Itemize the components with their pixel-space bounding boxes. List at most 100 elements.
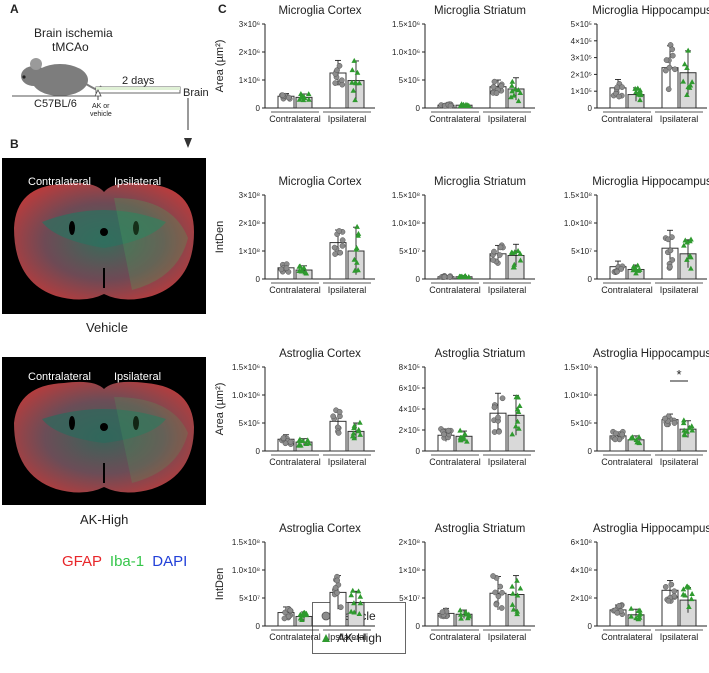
data-point-ak-high: [682, 592, 688, 598]
data-point-ak-high: [509, 431, 516, 437]
ischemia-label: Brain ischemia: [34, 26, 113, 40]
y-axis-label: IntDen: [214, 221, 226, 253]
data-point-ak-high: [296, 437, 302, 443]
data-point-ak-high: [305, 91, 312, 97]
data-point-vehicle: [619, 84, 625, 90]
data-point-ak-high: [301, 264, 307, 270]
data-point-ak-high: [461, 435, 467, 441]
data-point-ak-high: [349, 433, 356, 439]
y-tick-label: 2×10⁵: [571, 70, 592, 79]
data-point-ak-high: [682, 432, 688, 438]
data-point-vehicle: [330, 413, 336, 420]
y-tick-label: 1×10⁵: [571, 87, 592, 96]
data-point-ak-high: [351, 600, 357, 606]
data-point-ak-high: [513, 423, 519, 429]
x-tick-label: Contralateral: [601, 457, 653, 467]
chart: Astroglia Cortex IntDen 0 5×10⁷ 1.0×10⁸ 1.5×1…: [214, 523, 375, 642]
data-point-vehicle: [497, 583, 504, 590]
data-point-vehicle: [496, 428, 502, 435]
data-point-ak-high: [350, 87, 357, 93]
x-tick-label: Contralateral: [269, 632, 321, 642]
y-tick-label: 5×10⁵: [239, 419, 260, 428]
data-point-ak-high: [689, 79, 695, 85]
data-point-ak-high: [686, 584, 692, 590]
x-tick-label: Contralateral: [601, 114, 653, 124]
duration-label: 2 days: [122, 75, 155, 87]
panel-label-c: C: [218, 2, 227, 16]
data-point-ak-high: [684, 256, 690, 262]
data-point-vehicle: [665, 86, 672, 93]
data-point-ak-high: [351, 57, 358, 63]
y-tick-label: 1.5×10⁶: [564, 363, 592, 372]
data-point-ak-high: [687, 82, 694, 88]
data-point-ak-high: [457, 427, 463, 433]
data-point-ak-high: [354, 69, 361, 75]
image-label-ipsilateral: Ipsilateral: [114, 176, 162, 188]
data-point-vehicle: [337, 249, 344, 256]
data-point-vehicle: [336, 62, 343, 69]
y-tick-label: 3×10⁶: [239, 20, 260, 29]
data-point-ak-high: [686, 603, 692, 609]
y-tick-label: 2×10⁸: [399, 538, 420, 547]
data-point-vehicle: [445, 427, 452, 434]
y-tick-label: 8×10⁵: [399, 363, 420, 372]
data-point-ak-high: [628, 605, 634, 611]
data-point-ak-high: [514, 418, 521, 424]
chart: Microglia Cortex Area (µm²) 0 1×10⁶ 2×10⁶ 3×1…: [214, 5, 375, 124]
data-point-vehicle: [446, 274, 453, 280]
data-point-ak-high: [296, 263, 303, 269]
data-point-ak-high: [514, 611, 520, 617]
data-point-ak-high: [355, 230, 362, 236]
data-point-ak-high: [684, 92, 690, 98]
data-point-vehicle: [612, 436, 618, 443]
mouse-icon: [12, 58, 104, 97]
chart: Microglia Hippocampus 0 1×10⁵ 2×10⁵ 3×10⁵ 4×1…: [571, 5, 709, 124]
data-point-ak-high: [515, 394, 522, 400]
data-point-ak-high: [628, 613, 634, 619]
data-point-vehicle: [671, 588, 678, 595]
x-tick-label: Ipsilateral: [660, 114, 699, 124]
y-tick-label: 1.0×10⁸: [392, 219, 420, 228]
data-point-ak-high: [465, 615, 471, 621]
data-point-ak-high: [352, 267, 358, 273]
data-point-vehicle: [439, 609, 446, 615]
data-point-ak-high: [354, 259, 360, 265]
data-point-vehicle: [339, 237, 346, 244]
data-point-vehicle: [339, 243, 346, 249]
stain-legend: GFAP Iba-1 DAPI: [62, 553, 187, 570]
data-point-vehicle: [495, 414, 501, 421]
data-point-ak-high: [462, 609, 469, 615]
x-tick-label: Ipsilateral: [328, 285, 367, 295]
y-tick-label: 5×10⁷: [399, 247, 420, 256]
data-point-ak-high: [457, 103, 464, 108]
y-tick-label: 0: [256, 622, 261, 631]
y-tick-label: 2×10⁵: [399, 426, 420, 435]
data-point-ak-high: [302, 269, 309, 275]
y-axis-label: Area (µm²): [214, 40, 226, 93]
data-point-vehicle: [669, 52, 676, 59]
data-point-vehicle: [667, 263, 673, 270]
chart-title: Microglia Cortex: [278, 5, 361, 17]
data-point-ak-high: [634, 439, 641, 445]
x-tick-label: Ipsilateral: [328, 114, 367, 124]
data-point-vehicle: [283, 265, 290, 272]
x-tick-label: Contralateral: [429, 285, 481, 295]
data-point-vehicle: [279, 92, 286, 99]
data-point-ak-high: [357, 600, 364, 606]
data-point-ak-high: [633, 270, 639, 276]
data-point-ak-high: [357, 593, 364, 599]
data-point-ak-high: [357, 419, 363, 425]
data-point-vehicle: [495, 593, 502, 600]
chart: Astroglia Hippocampus 0 5×10⁵ 1.0×10⁶ 1.5×10…: [564, 348, 709, 467]
data-point-ak-high: [636, 266, 643, 272]
x-tick-label: Ipsilateral: [488, 457, 527, 467]
data-point-ak-high: [681, 427, 687, 433]
chart-title: Microglia Striatum: [434, 5, 526, 17]
chart: Astroglia Striatum 0 2×10⁵ 4×10⁵ 6×10⁵ 8×10⁵ C…: [399, 348, 535, 467]
chart: Astroglia Cortex Area (µm²) 0 5×10⁵ 1.0×10⁶ 1…: [214, 348, 375, 467]
data-point-ak-high: [517, 89, 524, 95]
y-tick-label: 1×10⁸: [239, 247, 260, 256]
data-point-ak-high: [509, 78, 516, 84]
data-point-vehicle: [336, 228, 343, 234]
data-point-ak-high: [514, 577, 520, 583]
